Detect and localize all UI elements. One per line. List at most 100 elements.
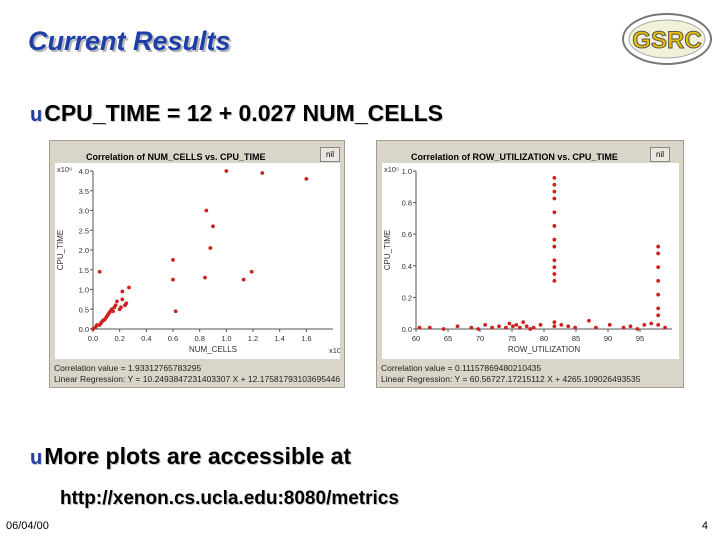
data-point [552, 244, 557, 249]
plot1-svg: 0.0 0.5 1.0 1.5 2.0 2.5 3.0 3.5 4.0 0.0 0.2 0.4 0.6 0… [56, 165, 344, 355]
data-point [120, 289, 125, 294]
slide-title: Current Results [28, 26, 231, 56]
plot-panel-row-util: Correlation of ROW_UTILIZATION vs. CPU_T… [376, 140, 684, 388]
data-point [552, 189, 557, 194]
data-point [97, 269, 102, 274]
x-tick-label: 75 [508, 334, 516, 343]
x-tick-label: 0.0 [88, 334, 98, 343]
bullet-diamond-icon: u [30, 104, 43, 126]
plot2-regression: Linear Regression: Y = 60.56727.17215112… [381, 374, 641, 384]
data-point [510, 324, 515, 329]
data-point [524, 324, 529, 329]
data-point [552, 279, 557, 283]
y-tick-label: 0.5 [79, 305, 89, 314]
data-point [656, 292, 661, 297]
data-point [497, 324, 501, 329]
data-point [528, 327, 533, 331]
plot2-close-button[interactable]: nil [650, 147, 670, 162]
data-point [427, 325, 432, 330]
data-point [656, 279, 661, 283]
x-tick-label: 85 [572, 334, 580, 343]
y-tick-label: 2.0 [79, 246, 89, 255]
data-point [566, 324, 571, 329]
data-point [649, 321, 654, 326]
data-point [593, 325, 598, 330]
y-tick-label: 1.0 [402, 167, 412, 176]
data-point [621, 325, 626, 330]
metrics-url[interactable]: http://xenon.cs.ucla.edu:8080/metrics [60, 488, 399, 509]
data-point [224, 169, 229, 173]
data-point [552, 175, 557, 180]
data-point [171, 257, 175, 262]
bullet-diamond-icon: u [30, 447, 43, 469]
data-point [552, 237, 557, 242]
y-exponent-label: x10⁶ [57, 165, 72, 174]
data-point [552, 210, 557, 215]
data-point [552, 196, 557, 201]
plot-panel-num-cells: Correlation of NUM_CELLS vs. CPU_TIME ni… [49, 140, 345, 388]
data-point [469, 325, 474, 330]
x-tick-label: 70 [476, 334, 484, 343]
x-tick-label: 65 [444, 334, 452, 343]
data-point [552, 324, 557, 329]
y-tick-label: 3.0 [79, 207, 89, 216]
data-point [552, 182, 557, 187]
data-point [573, 325, 578, 330]
bullet-more-plots-text: More plots are accessible at [44, 443, 352, 469]
data-point [441, 327, 446, 331]
data-point [208, 246, 213, 250]
data-point [455, 324, 460, 329]
data-point [304, 177, 309, 181]
plot2-correlation: Correlation value = 0.11157869480210435 [381, 363, 542, 373]
x-tick-label: 1.0 [221, 334, 231, 343]
data-point [113, 303, 118, 308]
data-point [95, 323, 99, 327]
data-point [483, 322, 488, 327]
plot2-area: 0.0 0.2 0.4 0.6 0.8 1.0 60 65 70 75 80 85 90 95 x10⁵ RO… [382, 163, 679, 359]
data-point [507, 321, 512, 326]
y-exponent-label: x10⁵ [384, 165, 399, 174]
x-tick-label: 0.2 [114, 334, 124, 343]
plot1-close-button[interactable]: nil [320, 147, 340, 162]
y-tick-label: 0.0 [402, 325, 412, 334]
x-axis-label: NUM_CELLS [189, 345, 237, 354]
y-tick-label: 1.5 [79, 266, 89, 275]
y-tick-label: 2.5 [79, 226, 89, 235]
x-tick-label: 80 [540, 334, 548, 343]
data-point [490, 325, 495, 330]
y-tick-label: 1.0 [79, 286, 89, 295]
data-point [203, 275, 207, 280]
y-tick-label: 0.2 [402, 293, 412, 302]
data-point [552, 265, 557, 270]
y-tick-label: 0.0 [79, 325, 89, 334]
y-tick-label: 3.5 [79, 187, 89, 196]
data-point [111, 309, 115, 314]
plot2-title: Correlation of ROW_UTILIZATION vs. CPU_T… [411, 152, 618, 162]
data-point [656, 265, 661, 270]
data-point [663, 325, 667, 330]
data-point [204, 208, 209, 213]
x-tick-label: 60 [412, 334, 420, 343]
plot1-correlation: Correlation value = 1.93312765783295 [54, 363, 202, 373]
data-point [559, 322, 564, 327]
x-tick-label: 90 [604, 334, 612, 343]
plot1-regression: Linear Regression: Y = 10.24938472314033… [54, 374, 341, 384]
x-tick-label: 1.2 [248, 334, 258, 343]
y-tick-label: 0.6 [402, 230, 412, 239]
data-point [91, 327, 95, 331]
footer-date: 06/04/00 [6, 520, 49, 532]
data-point [171, 277, 175, 282]
data-point [476, 327, 481, 331]
y-tick-label: 4.0 [79, 167, 89, 176]
data-point [552, 272, 557, 276]
data-point [127, 285, 131, 290]
data-point [656, 322, 661, 327]
data-point [656, 244, 661, 249]
plot1-title: Correlation of NUM_CELLS vs. CPU_TIME [86, 152, 266, 162]
page-number: 4 [701, 520, 708, 532]
data-point [249, 269, 254, 274]
x-axis-label: ROW_UTILIZATION [508, 345, 581, 354]
data-point [642, 322, 647, 327]
y-tick-label: 0.4 [402, 262, 412, 271]
data-point [124, 301, 129, 306]
